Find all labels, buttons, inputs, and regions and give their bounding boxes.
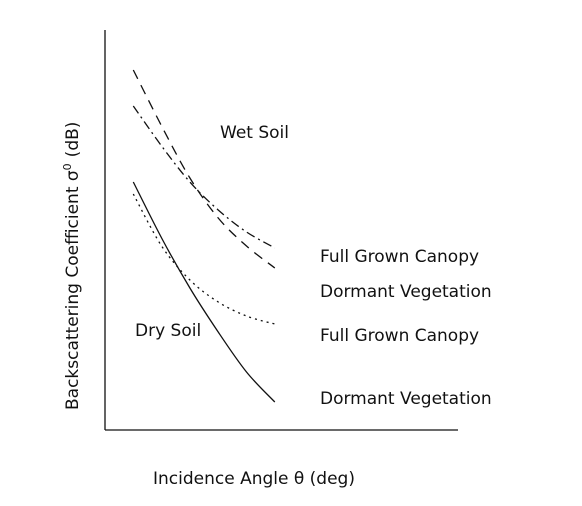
y-axis-label-unit: (dB) — [63, 122, 83, 158]
x-axis-label: Incidence Angle θ (deg) — [153, 469, 355, 489]
y-axis-label: Backscattering Coefficient σ0 (dB) — [61, 122, 83, 410]
series-line-wet-soil-full-grown-canopy — [132, 105, 276, 249]
group-label-dry-soil: Dry Soil — [135, 321, 201, 341]
series-line-wet-soil-dormant-vegetation — [132, 69, 276, 269]
series-label-dry-dormant-vegetation: Dormant Vegetation — [320, 389, 492, 409]
y-axis-label-main: Backscattering Coefficient σ — [63, 170, 83, 410]
svg-text:Backscattering Coefficient σ0(: Backscattering Coefficient σ0 (dB) — [61, 122, 83, 410]
group-label-wet-soil: Wet Soil — [220, 123, 289, 143]
series-label-wet-full-grown-canopy: Full Grown Canopy — [320, 247, 479, 267]
series-layer — [132, 69, 276, 403]
series-line-dry-soil-full-grown-canopy — [132, 193, 275, 325]
series-line-dry-soil-dormant-vegetation — [132, 181, 276, 403]
y-axis-label-superscript: 0 — [61, 163, 74, 170]
series-label-dry-full-grown-canopy: Full Grown Canopy — [320, 326, 479, 346]
series-label-wet-dormant-vegetation: Dormant Vegetation — [320, 282, 492, 302]
